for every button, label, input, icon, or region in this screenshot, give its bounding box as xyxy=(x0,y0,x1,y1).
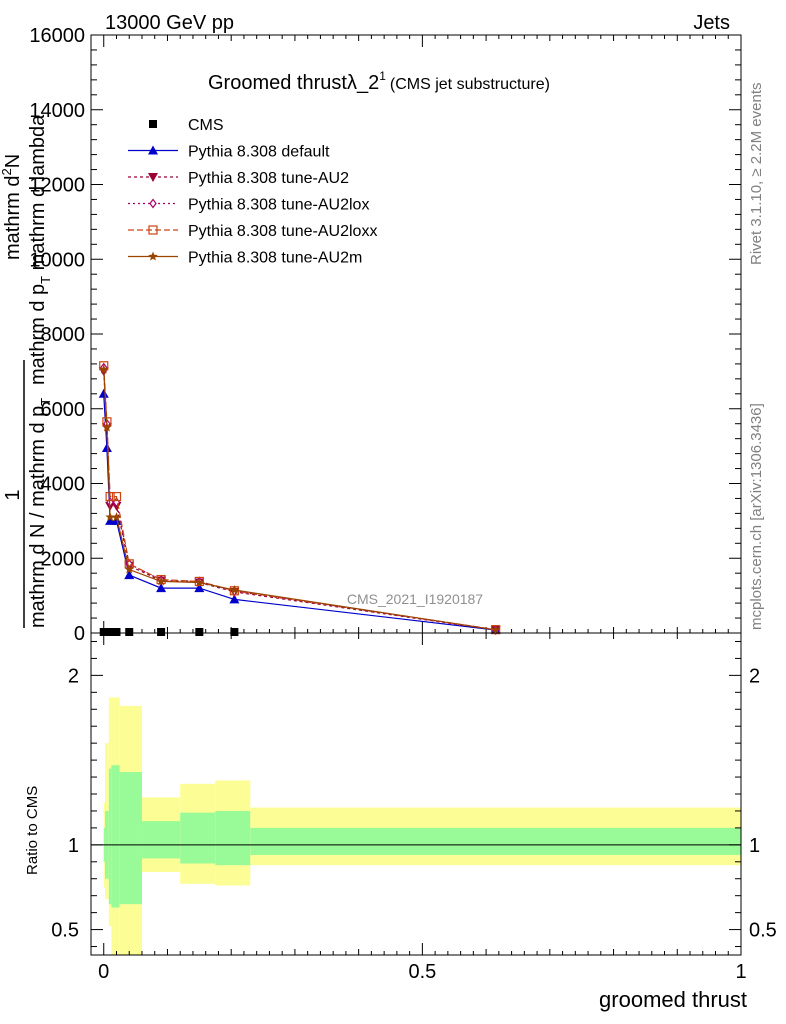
data-point-au2m xyxy=(490,624,501,634)
band-inner xyxy=(215,810,251,866)
band-inner xyxy=(119,771,142,905)
y-tick-label: 2000 xyxy=(41,548,86,570)
header-right: Jets xyxy=(693,12,730,34)
band-inner xyxy=(141,821,181,859)
ratio-y-tick-label-right: 1 xyxy=(749,835,760,857)
ylabel-denominator-two: mathrm d pT mathrm d lambda xyxy=(27,114,53,385)
legend-label-au2: Pythia 8.308 tune-AU2 xyxy=(188,170,349,187)
ylabel-one: 1 xyxy=(2,489,24,500)
rivet-label: Rivet 3.1.10, ≥ 2.2M events xyxy=(748,83,765,266)
data-point-data xyxy=(195,628,204,636)
watermark: CMS_2021_I1920187 xyxy=(347,591,483,607)
main-axis-ticks: 0 2000 4000 6000 8000 10000 12000 14000 16000 xyxy=(29,25,742,645)
y-tick-label: 4000 xyxy=(41,474,86,496)
data-point-default xyxy=(124,570,135,580)
ratio-panel: 0.5 0.51 12 20 0.5 1 xyxy=(51,632,777,983)
x-tick-label: 0.5 xyxy=(408,961,436,983)
band-inner xyxy=(180,812,216,864)
main-panel: 0 2000 4000 6000 8000 10000 12000 14000 16000 CM… xyxy=(29,25,742,645)
legend-label-default: Pythia 8.308 default xyxy=(188,144,330,161)
data-point-default xyxy=(111,515,122,525)
data-point-default xyxy=(156,583,167,593)
data-point-default xyxy=(98,388,109,398)
data-point-data xyxy=(106,628,115,636)
x-tick-label: 0 xyxy=(98,961,109,983)
data-point-au2loxx xyxy=(105,491,115,502)
band-inner xyxy=(111,765,120,908)
ratio-y-tick-label: 0.5 xyxy=(51,920,79,942)
band-inner xyxy=(108,768,112,905)
ratio-y-tick-label-right: 2 xyxy=(749,665,760,687)
data-point-au2m xyxy=(105,512,115,522)
data-point-default xyxy=(194,583,205,593)
data-point-au2m xyxy=(156,576,166,586)
data-point-au2m xyxy=(194,577,205,587)
y-tick-label: 12000 xyxy=(29,175,85,197)
series-data xyxy=(99,628,239,636)
legend-marker-au2lox xyxy=(149,198,157,209)
legend: CMS Pythia 8.308 default Pythia 8.308 tune… xyxy=(128,117,377,267)
legend-marker-au2 xyxy=(148,173,158,182)
main-series-layer xyxy=(98,361,501,636)
data-point-data xyxy=(230,628,239,636)
y-tick-label: 14000 xyxy=(29,100,85,122)
data-point-au2m xyxy=(102,422,112,432)
data-point-data xyxy=(125,628,134,636)
legend-marker-default xyxy=(148,145,158,155)
y-tick-label: 10000 xyxy=(29,249,85,271)
header-left: 13000 GeV pp xyxy=(105,12,234,34)
y-tick-label: 16000 xyxy=(29,25,85,47)
legend-label-au2m: Pythia 8.308 tune-AU2m xyxy=(188,250,362,267)
data-point-au2m xyxy=(111,512,122,522)
plot-title: Groomed thrustλ_21 (CMS jet substructure) xyxy=(208,69,550,94)
data-point-data xyxy=(157,628,166,636)
x-axis-label: groomed thrust xyxy=(599,987,747,1012)
ylabel-denominator-one: mathrm d N / mathrm d pT xyxy=(27,398,53,628)
legend-label-au2loxx: Pythia 8.308 tune-AU2loxx xyxy=(188,223,377,240)
y-tick-label: 8000 xyxy=(41,324,86,346)
data-point-default xyxy=(229,594,240,604)
legend-marker-au2loxx xyxy=(148,225,158,235)
main-ylabel: 1 mathrm d N / mathrm d pT mathrm d2N ma… xyxy=(0,114,53,628)
legend-label-data: CMS xyxy=(188,117,224,134)
mcplots-label: mcplots.cern.ch [arXiv:1306.3436] xyxy=(748,403,765,630)
data-point-au2m xyxy=(229,585,240,595)
y-tick-label: 6000 xyxy=(41,399,86,421)
legend-label-au2lox: Pythia 8.308 tune-AU2lox xyxy=(188,197,369,214)
ratio-axis-ticks: 0.5 0.51 12 20 0.5 1 xyxy=(51,633,777,983)
ratio-ylabel: Ratio to CMS xyxy=(24,786,41,875)
band-inner xyxy=(250,827,741,856)
data-point-default xyxy=(101,442,112,452)
ratio-bands xyxy=(103,697,741,955)
legend-marker-data xyxy=(149,120,157,128)
data-point-default xyxy=(105,515,116,525)
data-point-data xyxy=(112,628,121,636)
data-point-au2m xyxy=(124,564,134,574)
ylabel-numerator-two: mathrm d2N xyxy=(0,154,24,260)
series-au2m xyxy=(99,364,501,634)
ratio-y-tick-label: 1 xyxy=(68,835,79,857)
ratio-y-tick-label: 2 xyxy=(68,665,79,687)
legend-marker-au2m xyxy=(148,251,158,261)
data-point-au2m xyxy=(99,364,109,374)
data-point-au2loxx xyxy=(111,491,122,502)
x-tick-label: 1 xyxy=(735,961,746,983)
ratio-y-tick-label-right: 0.5 xyxy=(749,920,777,942)
y-tick-label: 0 xyxy=(74,623,85,645)
